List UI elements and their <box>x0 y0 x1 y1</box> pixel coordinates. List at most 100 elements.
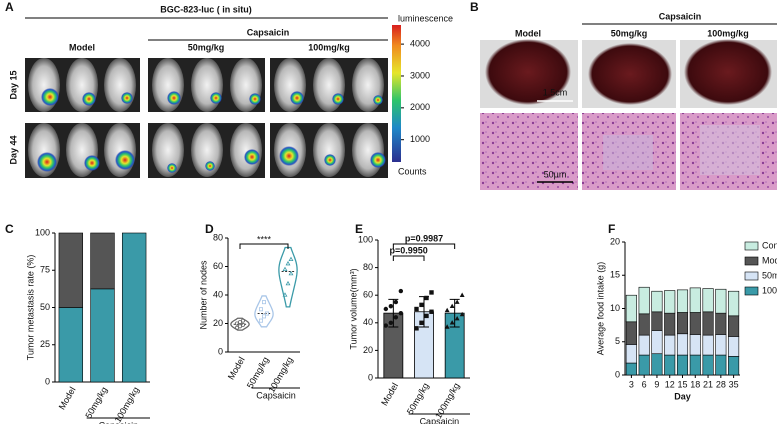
bar-segment <box>728 356 740 376</box>
dose-label: 100mg/kg <box>308 42 350 52</box>
data-point <box>424 295 429 301</box>
bar-segment <box>702 288 714 313</box>
bar-segment <box>625 362 637 376</box>
colorbar-unit: Counts <box>398 166 427 176</box>
y-tick-label: 0 <box>45 376 50 386</box>
bar-segment <box>689 354 701 376</box>
bar-segment <box>715 312 727 335</box>
bar-segment <box>58 307 84 383</box>
imaging-model <box>25 58 140 178</box>
y-tick-label: 0 <box>615 369 620 379</box>
y-axis-label: Number of nodes <box>198 260 208 330</box>
bar-segment <box>728 290 740 317</box>
data-point <box>449 303 455 308</box>
data-point <box>261 314 266 319</box>
data-point <box>282 266 288 272</box>
bar-segment <box>664 334 676 356</box>
data-point <box>240 322 245 327</box>
bar-segment <box>676 354 689 376</box>
x-tick-label: 35 <box>729 379 739 389</box>
dose-label: 50mg/kg <box>188 42 225 52</box>
significance-bracket <box>239 243 289 249</box>
bar-segment <box>58 232 84 308</box>
p-value: p=0.9950 <box>390 245 428 255</box>
y-axis-label: Tumor volume(mm³) <box>348 268 358 349</box>
data-point <box>388 304 394 309</box>
y-tick-label: 25 <box>40 339 50 349</box>
panel-letter: C <box>5 222 14 236</box>
bar-segment <box>90 288 115 383</box>
panel-title: BGC-823-luc ( in situ) <box>160 4 252 14</box>
colorbar-tick-label: 2000 <box>410 102 430 112</box>
x-tick-label: 21 <box>703 379 713 389</box>
data-point <box>414 306 419 312</box>
data-point <box>459 311 465 317</box>
data-point <box>264 311 269 316</box>
data-point <box>454 316 460 321</box>
x-tick-label: 12 <box>665 379 675 389</box>
x-tick-label: 28 <box>716 379 726 389</box>
data-point <box>393 315 399 320</box>
panel-letter: F <box>608 222 615 236</box>
dose-label: 100mg/kg <box>707 28 749 38</box>
data-point <box>288 256 294 262</box>
y-tick-label: 80 <box>213 232 223 242</box>
bar-segment <box>625 294 637 323</box>
p-value: p=0.9987 <box>405 233 443 243</box>
data-point <box>444 307 450 313</box>
x-tick-label: 50mg/kg <box>405 381 431 416</box>
legend-label: Model <box>762 255 777 265</box>
x-tick-label: Model <box>57 385 78 411</box>
x-tick-label: 6 <box>642 379 647 389</box>
bar-segment <box>676 312 689 335</box>
data-point <box>258 318 263 323</box>
data-point <box>285 260 291 266</box>
bar-segment <box>664 312 676 336</box>
panel-letter: A <box>5 0 14 14</box>
significance-label: **** <box>257 234 272 244</box>
bar-segment <box>715 354 727 376</box>
y-tick-label: 10 <box>610 303 620 313</box>
legend-label: 50mg/kg <box>762 270 777 280</box>
y-tick-label: 75 <box>40 265 50 275</box>
bar-segment <box>728 336 740 357</box>
bar-segment <box>625 344 637 364</box>
comparison-bracket <box>392 243 456 249</box>
bar-segment <box>90 232 115 290</box>
y-tick-label: 50 <box>40 302 50 312</box>
row-label: Day 44 <box>8 135 18 164</box>
data-point <box>429 290 434 295</box>
data-point <box>258 307 263 312</box>
data-point <box>288 270 294 276</box>
bar-segment <box>638 313 650 336</box>
error-bar <box>388 298 399 328</box>
panel-letter: B <box>470 0 479 14</box>
x-tick-label: 3 <box>629 379 634 389</box>
data-point <box>398 288 404 294</box>
error-bar <box>449 298 460 328</box>
group-label: Capsaicin <box>420 416 460 424</box>
legend-swatch <box>744 271 759 281</box>
group-label: Capsaicin <box>99 420 139 424</box>
comparison-bracket <box>392 255 425 261</box>
bar-segment <box>638 334 650 356</box>
violin <box>278 246 298 308</box>
data-point <box>261 300 266 305</box>
x-tick-label: 18 <box>690 379 700 389</box>
bar-segment <box>676 289 689 313</box>
colorbar-tick-label: 3000 <box>410 70 430 80</box>
violin <box>254 295 274 328</box>
bar-segment <box>715 288 727 314</box>
dose-label: 50mg/kg <box>611 28 648 38</box>
photo-panels <box>25 25 777 190</box>
x-tick-label: Model <box>379 381 400 407</box>
row-label: Day 15 <box>8 70 18 99</box>
x-tick-label: 100mg/kg <box>433 381 461 420</box>
x-tick-label: 100mg/kg <box>266 355 294 394</box>
y-tick-label: 5 <box>615 336 620 346</box>
legend-swatch <box>744 241 759 251</box>
legend-swatch <box>744 256 759 266</box>
colorbar-tick-label: 4000 <box>410 38 430 48</box>
group-label: Capsaicin <box>247 27 290 37</box>
y-axis-label: Average food intake (g) <box>595 262 605 355</box>
